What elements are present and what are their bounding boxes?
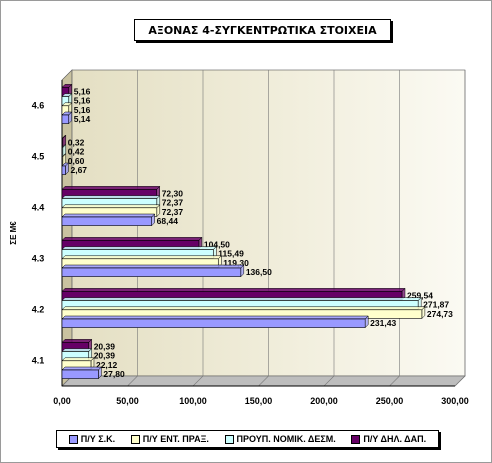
y-category-label: 4.2 bbox=[32, 305, 45, 315]
data-label: 0,42 bbox=[68, 147, 85, 157]
data-label: 104,50 bbox=[204, 240, 230, 250]
legend-item: Π/Υ ΔΗΛ. ΔΑΠ. bbox=[351, 434, 426, 444]
gridline-floor bbox=[323, 375, 335, 387]
data-label: 0,60 bbox=[68, 156, 85, 166]
data-label: 22,12 bbox=[96, 360, 118, 370]
y-category-label: 4.1 bbox=[32, 356, 45, 366]
bar-top-face bbox=[61, 315, 369, 320]
x-tick-label: 150,00 bbox=[245, 396, 273, 406]
data-label: 271,87 bbox=[423, 300, 449, 310]
data-label: 72,30 bbox=[162, 189, 184, 199]
chart-legend: Π/Υ Σ.Κ. Π/Υ ΕΝΤ. ΠΡΑΞ. ΠΡΟΥΠ. ΝΟΜΙΚ. ΔΕΣΜ… bbox=[56, 430, 439, 448]
bar bbox=[61, 267, 242, 277]
bar bbox=[61, 138, 64, 148]
bar bbox=[61, 147, 64, 157]
data-label: 136,50 bbox=[246, 267, 272, 277]
bar bbox=[61, 165, 66, 175]
gridline-floor bbox=[389, 375, 400, 387]
bar-top-face bbox=[61, 306, 426, 311]
x-tick-label: 100,00 bbox=[179, 396, 207, 406]
bar bbox=[61, 369, 99, 379]
x-tick-label: 300,00 bbox=[441, 396, 469, 406]
bar-top-face bbox=[61, 204, 161, 209]
bar bbox=[61, 318, 366, 328]
data-label: 115,49 bbox=[218, 249, 244, 259]
legend-label: Π/Υ Σ.Κ. bbox=[80, 434, 116, 444]
y-category-label: 4.3 bbox=[32, 254, 45, 264]
x-tick-label: 250,00 bbox=[376, 396, 404, 406]
data-label: 72,37 bbox=[162, 198, 184, 208]
x-tick-label: 200,00 bbox=[310, 396, 338, 406]
bar-top-face bbox=[61, 288, 406, 292]
legend-swatch bbox=[68, 434, 78, 444]
bar-top-face bbox=[61, 237, 203, 241]
y-category-label: 4.5 bbox=[32, 152, 45, 162]
data-label: 119,30 bbox=[223, 258, 249, 268]
data-label: 5,16 bbox=[74, 96, 91, 106]
data-label: 2,67 bbox=[70, 165, 87, 175]
data-label: 274,73 bbox=[427, 309, 453, 319]
data-label: 5,14 bbox=[74, 114, 91, 124]
data-label: 72,37 bbox=[162, 207, 184, 217]
chart-title: ΑΞΟΝΑΣ 4-ΣΥΓΚΕΝΤΡΩΤΙΚΑ ΣΤΟΙΧΕΙΑ bbox=[134, 19, 391, 41]
data-label: 5,16 bbox=[74, 87, 91, 97]
bar-top-face bbox=[61, 246, 217, 250]
bar-top-face bbox=[61, 297, 422, 301]
legend-label: ΠΡΟΥΠ. ΝΟΜΙΚ. ΔΕΣΜ. bbox=[236, 434, 336, 444]
legend-label: Π/Υ ΔΗΛ. ΔΑΠ. bbox=[363, 434, 427, 444]
bar-top-face bbox=[61, 348, 93, 352]
y-category-label: 4.4 bbox=[32, 203, 45, 213]
data-label: 20,39 bbox=[94, 351, 116, 361]
bar-top-face bbox=[61, 366, 103, 371]
bar-top-face bbox=[61, 357, 95, 362]
legend-swatch bbox=[351, 434, 361, 444]
bar bbox=[61, 156, 64, 166]
bar-top-face bbox=[61, 195, 161, 199]
bar bbox=[61, 216, 152, 226]
y-category-label: 4.6 bbox=[32, 101, 45, 111]
data-label: 20,39 bbox=[94, 342, 116, 352]
gridline-floor bbox=[127, 375, 138, 387]
legend-swatch bbox=[130, 434, 140, 444]
legend-item: Π/Υ ΕΝΤ. ΠΡΑΞ. bbox=[130, 434, 209, 444]
legend-label: Π/Υ ΕΝΤ. ΠΡΑΞ. bbox=[142, 434, 209, 444]
gridline-floor bbox=[258, 375, 269, 387]
legend-swatch bbox=[224, 434, 234, 444]
x-tick-label: 0,00 bbox=[53, 396, 71, 406]
legend-item: Π/Υ Σ.Κ. bbox=[68, 434, 116, 444]
gridline-floor bbox=[192, 375, 204, 387]
bar-top-face bbox=[61, 264, 245, 269]
data-label: 0,32 bbox=[68, 138, 85, 148]
bar-top-face bbox=[61, 255, 222, 260]
data-label: 27,80 bbox=[103, 369, 125, 379]
bar bbox=[61, 114, 70, 124]
bar-top-face bbox=[61, 339, 93, 343]
data-label: 259,54 bbox=[407, 291, 433, 301]
legend-item: ΠΡΟΥΠ. ΝΟΜΙΚ. ΔΕΣΜ. bbox=[224, 434, 336, 444]
gridline-floor bbox=[454, 375, 466, 387]
x-tick-label: 50,00 bbox=[116, 396, 139, 406]
data-label: 231,43 bbox=[370, 318, 396, 328]
y-axis-label: ΣΕ Μ€ bbox=[9, 221, 18, 245]
data-label: 5,16 bbox=[74, 105, 91, 115]
bar-top-face bbox=[61, 213, 156, 218]
bar-top-face bbox=[61, 186, 161, 190]
data-label: 68,44 bbox=[157, 216, 179, 226]
